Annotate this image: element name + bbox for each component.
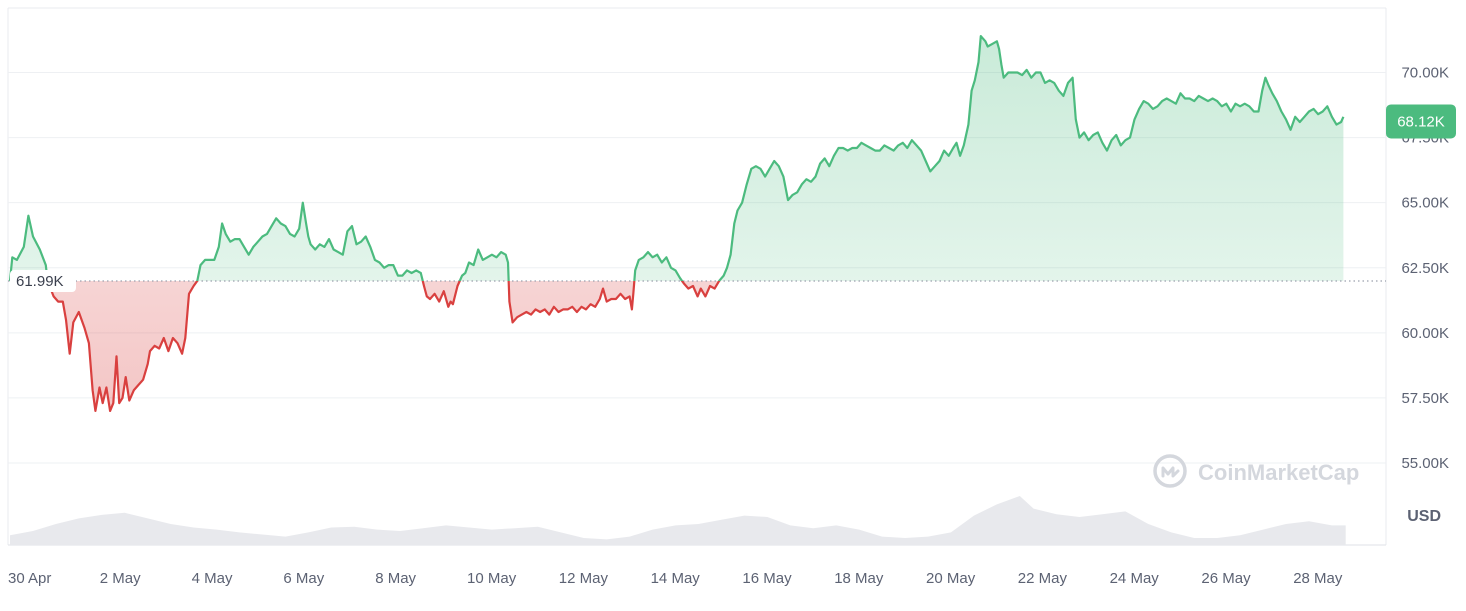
current-price-badge-text: 68.12K [1397,113,1445,130]
coinmarketcap-logo-icon [1153,454,1187,488]
y-tick-label: 65.00K [1401,195,1449,212]
y-tick-label: 57.50K [1401,390,1449,407]
x-tick-label: 4 May [192,570,233,587]
x-tick-label: 12 May [559,570,609,587]
reference-label-background [10,270,76,293]
y-tick-label: 60.00K [1401,325,1449,342]
y-axis: 55.00K57.50K60.00K62.50K65.00K67.50K70.0… [1401,65,1449,473]
x-tick-label: 26 May [1201,570,1251,587]
reference-label-text: 61.99K [16,273,64,290]
x-tick-label: 16 May [742,570,792,587]
x-tick-label: 10 May [467,570,517,587]
price-line-above-reference [8,35,1345,282]
price-area-below-reference [47,281,720,411]
price-fills [10,36,1344,411]
y-tick-label: 55.00K [1401,455,1449,472]
x-tick-label: 6 May [283,570,324,587]
x-axis: 30 Apr 2 May 4 May 6 May 8 May 10 May 12 May 14… [8,570,1343,587]
x-tick-label: 28 May [1293,570,1343,587]
x-tick-label: 20 May [926,570,976,587]
y-tick-label: 70.00K [1401,65,1449,82]
x-tick-label: 14 May [651,570,701,587]
x-tick-label: 2 May [100,570,141,587]
watermark: CoinMarketCap [1153,454,1359,488]
volume-area [10,496,1346,545]
reference-label: 61.99K [10,270,76,293]
currency-label: USD [1407,508,1441,525]
x-tick-label: 8 May [375,570,416,587]
x-tick-label: 24 May [1110,570,1160,587]
x-tick-label: 30 Apr [8,570,51,587]
chart-labels: 61.99K 68.12K USD [10,104,1456,525]
price-lines [8,35,1345,412]
watermark-text: CoinMarketCap [1198,460,1359,485]
x-tick-label: 18 May [834,570,884,587]
current-price-badge: 68.12K [1386,104,1456,139]
current-price-badge-background [1386,104,1456,139]
volume-series [10,496,1346,545]
x-tick-label: 22 May [1018,570,1068,587]
y-tick-label: 62.50K [1401,260,1449,277]
price-area-above-reference [10,36,1344,282]
